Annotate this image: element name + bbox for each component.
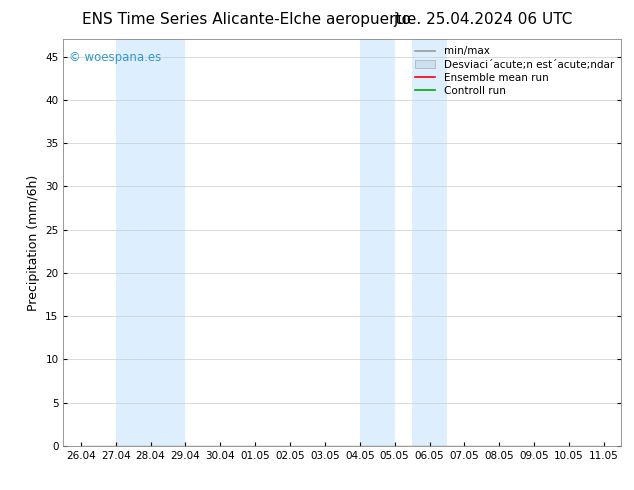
Y-axis label: Precipitation (mm/6h): Precipitation (mm/6h) (27, 174, 40, 311)
Text: © woespana.es: © woespana.es (69, 51, 161, 64)
Bar (359, 39, 394, 446)
Text: ENS Time Series Alicante-Elche aeropuerto: ENS Time Series Alicante-Elche aeropuert… (82, 12, 411, 27)
Bar (116, 39, 185, 446)
Bar (412, 39, 447, 446)
Legend: min/max, Desviaci´acute;n est´acute;ndar, Ensemble mean run, Controll run: min/max, Desviaci´acute;n est´acute;ndar… (410, 42, 618, 100)
Text: jue. 25.04.2024 06 UTC: jue. 25.04.2024 06 UTC (393, 12, 573, 27)
